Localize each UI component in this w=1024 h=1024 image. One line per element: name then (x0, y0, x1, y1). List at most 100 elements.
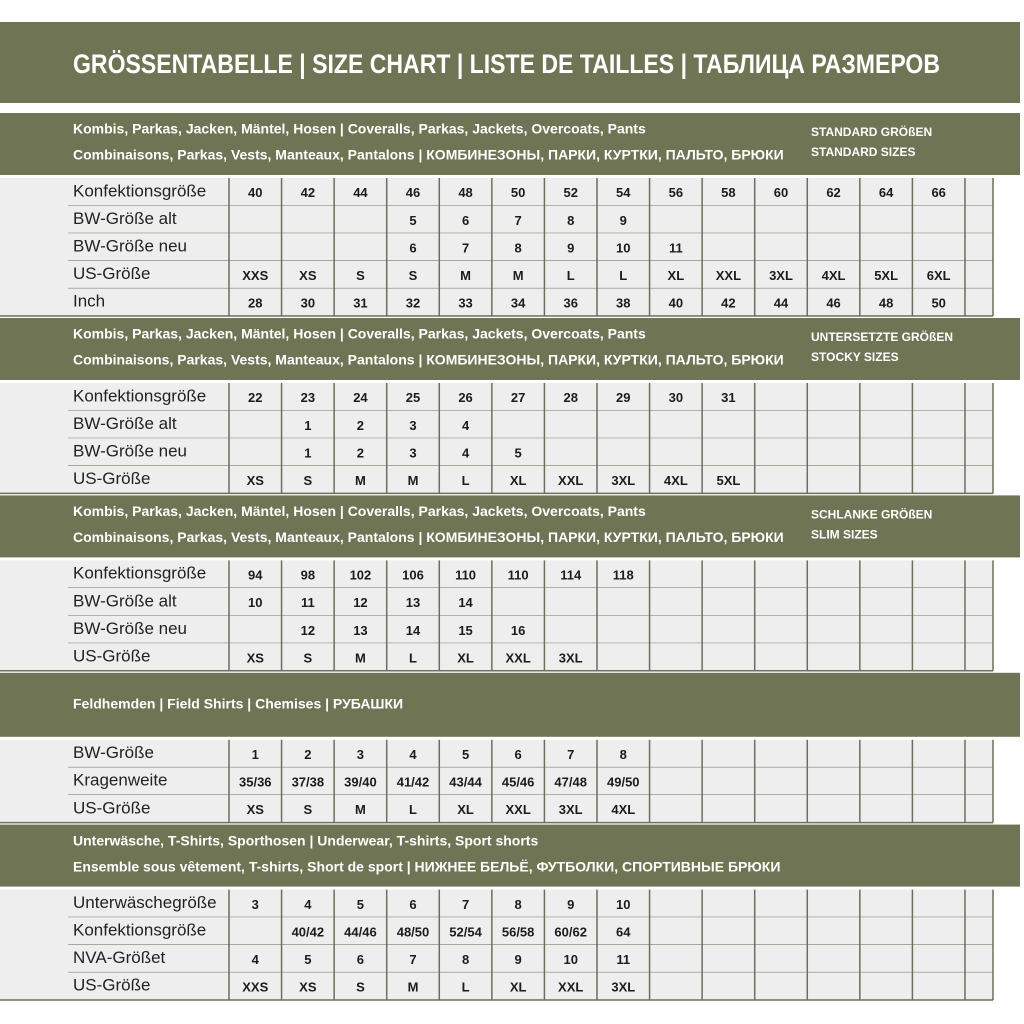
table-row (0, 288, 993, 316)
cell-value: M (355, 802, 366, 817)
cell-value: 106 (402, 568, 424, 583)
table-row (0, 795, 993, 823)
cell-value: M (513, 268, 524, 283)
cell-value: 2 (357, 418, 364, 433)
cell-value: 24 (353, 390, 368, 405)
cell-value: 110 (508, 568, 529, 583)
cell-value: 5 (357, 897, 364, 912)
cell-value: 42 (721, 296, 735, 311)
cell-value: 12 (353, 595, 367, 610)
cell-value: 58 (721, 185, 735, 200)
cell-value: 47/48 (554, 775, 587, 790)
cell-value: 46 (406, 185, 420, 200)
cell-value: 52 (563, 185, 577, 200)
table-row (0, 410, 993, 439)
cell-value: 5 (462, 747, 469, 762)
row-label: US-Größe (73, 646, 150, 665)
cell-value: L (462, 473, 470, 488)
section-header (0, 318, 1020, 380)
table-row (0, 260, 993, 289)
title-bar (0, 22, 1020, 103)
table-row (0, 465, 993, 494)
section-side-label: SLIM SIZES (811, 528, 878, 542)
cell-value: S (356, 980, 365, 995)
cell-value: XXL (716, 268, 741, 283)
cell-value: 35/36 (239, 775, 272, 790)
cell-value: M (355, 650, 366, 665)
cell-value: 8 (567, 213, 574, 228)
row-label: BW-Größe alt (73, 209, 177, 228)
row-label: Inch (73, 292, 105, 311)
row-label: BW-Größe alt (73, 591, 177, 610)
section-header-text: Kombis, Parkas, Jacken, Mäntel, Hosen | … (73, 326, 646, 342)
cell-value: 11 (301, 595, 315, 610)
table-row (0, 643, 993, 671)
cell-value: 44/46 (344, 924, 377, 939)
cell-value: 3 (409, 418, 416, 433)
cell-value: 38 (616, 296, 630, 311)
cell-value: 41/42 (397, 775, 430, 790)
cell-value: 40 (669, 296, 683, 311)
cell-value: 2 (304, 747, 311, 762)
cell-value: 31 (721, 390, 735, 405)
cell-value: 4 (304, 897, 312, 912)
section-side-label: SCHLANKE GRÖßEN (811, 507, 932, 522)
cell-value: XXS (242, 980, 268, 995)
table-row (0, 233, 993, 261)
cell-value: 56/58 (502, 924, 535, 939)
table-row (0, 917, 993, 945)
cell-value: M (355, 473, 366, 488)
cell-value: 7 (515, 213, 522, 228)
row-label: Konfektionsgröße (73, 181, 206, 200)
cell-value: 60 (774, 185, 788, 200)
section-header-text: Combinaisons, Parkas, Vests, Manteaux, P… (73, 529, 784, 545)
cell-value: 56 (669, 185, 683, 200)
row-label: Konfektionsgröße (73, 386, 206, 405)
section-side-label: STANDARD SIZES (811, 145, 915, 159)
cell-value: 40 (248, 185, 262, 200)
cell-value: 4XL (822, 268, 846, 283)
table-row (0, 767, 993, 795)
cell-value: XS (299, 268, 317, 283)
cell-value: 13 (353, 623, 367, 638)
cell-value: XL (457, 650, 474, 665)
title: GRÖSSENTABELLE | SIZE CHART | LISTE DE T… (73, 49, 940, 79)
cell-value: M (408, 473, 419, 488)
row-label: US-Größe (73, 264, 150, 283)
cell-value: 11 (616, 952, 630, 967)
row-label: NVA-Größet (73, 948, 166, 967)
cell-value: 37/38 (292, 775, 325, 790)
table-row (0, 438, 993, 466)
cell-value: 54 (616, 185, 631, 200)
cell-value: 7 (462, 240, 469, 255)
cell-value: 50 (511, 185, 525, 200)
cell-value: 34 (511, 296, 526, 311)
cell-value: 4 (409, 747, 417, 762)
cell-value: 13 (406, 595, 420, 610)
table-row (0, 205, 993, 234)
cell-value: XS (299, 980, 317, 995)
cell-value: 45/46 (502, 775, 535, 790)
section-header-text: Kombis, Parkas, Jacken, Mäntel, Hosen | … (73, 503, 646, 519)
table-row (0, 178, 993, 206)
cell-value: 27 (511, 390, 525, 405)
cell-value: 2 (357, 445, 364, 460)
cell-value: 9 (567, 897, 574, 912)
cell-value: 64 (879, 185, 894, 200)
section-header-text: Kombis, Parkas, Jacken, Mäntel, Hosen | … (73, 121, 646, 137)
section-header-text: Ensemble sous vêtement, T-shirts, Short … (73, 858, 780, 874)
table-row (0, 615, 993, 644)
cell-value: 52/54 (449, 924, 482, 939)
cell-value: 42 (301, 185, 315, 200)
cell-value: 49/50 (607, 775, 640, 790)
section-side-label: UNTERSETZTE GRÖßEN (811, 329, 953, 344)
cell-value: 114 (560, 568, 582, 583)
cell-value: 16 (511, 623, 525, 638)
cell-value: 43/44 (449, 775, 482, 790)
section-header-text: Feldhemden | Field Shirts | Chemises | Р… (73, 696, 403, 712)
cell-value: 11 (669, 240, 683, 255)
cell-value: 10 (248, 595, 262, 610)
section-header-text: Combinaisons, Parkas, Vests, Manteaux, P… (73, 352, 784, 368)
cell-value: 3 (357, 747, 364, 762)
cell-value: 23 (301, 390, 315, 405)
